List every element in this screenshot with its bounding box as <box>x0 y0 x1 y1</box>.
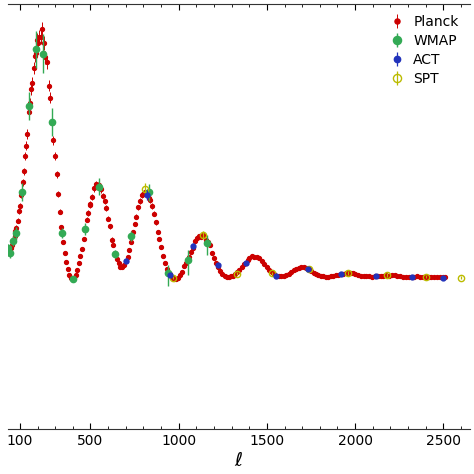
Legend: Planck, WMAP, ACT, SPT: Planck, WMAP, ACT, SPT <box>384 11 463 90</box>
X-axis label: $\ell$: $\ell$ <box>234 451 243 470</box>
